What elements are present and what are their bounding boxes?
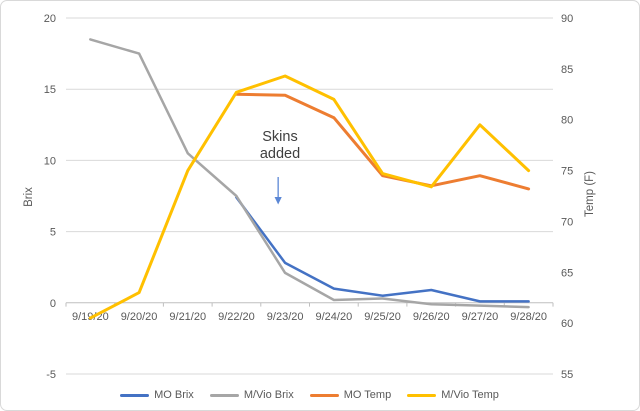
right-axis-tick-label: 70 xyxy=(561,216,573,228)
x-axis-label: 9/20/20 xyxy=(121,311,158,323)
right-axis-tick-label: 80 xyxy=(561,115,573,127)
left-axis-tick-label: 20 xyxy=(44,13,56,25)
series-line-m-vio-brix xyxy=(89,38,530,309)
legend: MO Brix M/Vio Brix MO Temp M/Vio Temp xyxy=(66,389,553,401)
x-axis-label: 9/22/20 xyxy=(218,311,255,323)
x-axis-label: 9/26/20 xyxy=(413,311,450,323)
legend-swatch-mo-temp xyxy=(309,393,339,397)
right-axis-tick-label: 55 xyxy=(561,369,573,381)
legend-label: MO Brix xyxy=(154,389,194,401)
x-axis-label: 9/24/20 xyxy=(315,311,352,323)
legend-label: M/Vio Temp xyxy=(441,389,499,401)
x-axis-label: 9/25/20 xyxy=(364,311,401,323)
left-axis-tick-label: 5 xyxy=(50,227,56,239)
series-line-mo-brix xyxy=(235,196,530,303)
legend-swatch-m-vio-temp xyxy=(407,393,437,397)
legend-swatch-mo-brix xyxy=(120,393,150,397)
right-axis-tick-label: 85 xyxy=(561,64,573,76)
x-axis-label: 9/27/20 xyxy=(462,311,499,323)
right-axis-tick-label: 60 xyxy=(561,318,573,330)
left-axis-tick-label: 10 xyxy=(44,155,56,167)
legend-item-m-vio-temp: M/Vio Temp xyxy=(407,389,499,401)
right-axis-tick-label: 75 xyxy=(561,166,573,178)
legend-label: M/Vio Brix xyxy=(243,389,294,401)
legend-swatch-m-vio-brix xyxy=(209,393,239,397)
right-axis-tick-label: 65 xyxy=(561,267,573,279)
x-axis-label: 9/28/20 xyxy=(510,311,547,323)
annotation-skins-added: Skins added xyxy=(259,129,301,162)
legend-item-m-vio-brix: M/Vio Brix xyxy=(209,389,294,401)
right-axis-tick-label: 90 xyxy=(561,13,573,25)
legend-label: MO Temp xyxy=(343,389,392,401)
left-axis-tick-label: 15 xyxy=(44,84,56,96)
legend-item-mo-temp: MO Temp xyxy=(309,389,392,401)
x-axis-label: 9/23/20 xyxy=(267,311,304,323)
x-axis-label: 9/21/20 xyxy=(169,311,206,323)
legend-item-mo-brix: MO Brix xyxy=(120,389,194,401)
annotation-arrow-head xyxy=(274,197,282,205)
left-axis-tick-label: -5 xyxy=(46,369,56,381)
left-axis-tick-label: 0 xyxy=(50,298,56,310)
series-line-m-vio-temp xyxy=(88,74,531,320)
right-axis-title: Temp (F) xyxy=(584,171,596,217)
left-axis-title: Brix xyxy=(23,187,35,207)
series-line-mo-temp xyxy=(234,92,531,191)
